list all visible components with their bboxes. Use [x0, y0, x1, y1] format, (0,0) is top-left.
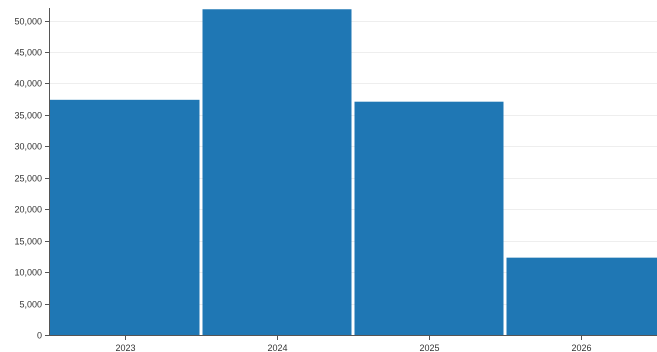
y-tick-label: 45,000 [14, 48, 42, 58]
y-tick-label: 30,000 [14, 142, 42, 152]
bars [50, 9, 657, 336]
y-tick-label: 10,000 [14, 268, 42, 278]
bar-2024 [202, 9, 352, 336]
bar-2026 [506, 257, 657, 335]
y-tick-label: 25,000 [14, 174, 42, 184]
x-axis: 2023 2024 2025 2026 [49, 335, 657, 352]
y-tick-label: 15,000 [14, 237, 42, 247]
y-tick-label: 5,000 [19, 300, 42, 310]
x-tick-label: 2023 [115, 343, 135, 352]
y-tick-label: 0 [37, 331, 42, 341]
x-tick-label: 2026 [571, 343, 591, 352]
y-tick-label: 50,000 [14, 17, 42, 27]
y-tick-label: 20,000 [14, 205, 42, 215]
x-tick-label: 2025 [419, 343, 439, 352]
y-tick-label: 40,000 [14, 79, 42, 89]
x-tick-label: 2024 [267, 343, 287, 352]
y-axis: 0 5,000 10,000 15,000 20,000 25,000 30,000 35,0… [14, 8, 50, 341]
bar-2023 [50, 99, 200, 335]
bar-2025 [354, 101, 504, 335]
y-tick-label: 35,000 [14, 111, 42, 121]
